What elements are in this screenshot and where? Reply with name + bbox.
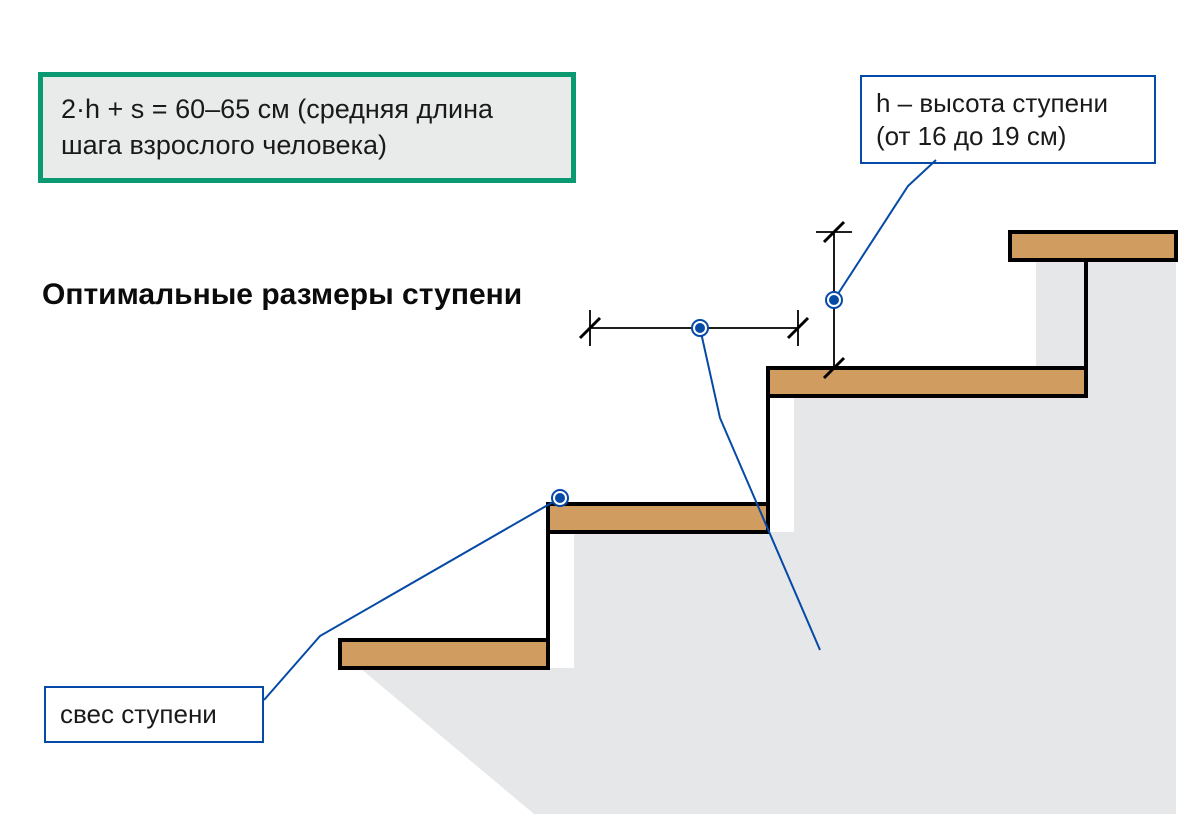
tread (548, 504, 768, 532)
stair-diagram (0, 0, 1200, 814)
stair-base (360, 260, 1176, 814)
tread (340, 640, 548, 668)
leader-h (834, 160, 936, 300)
leader-s-dot-inner (695, 323, 705, 333)
tread (1010, 232, 1176, 260)
tread (768, 368, 1086, 396)
leader-overhang-dot-inner (555, 493, 565, 503)
leader-h-dot-inner (829, 295, 839, 305)
